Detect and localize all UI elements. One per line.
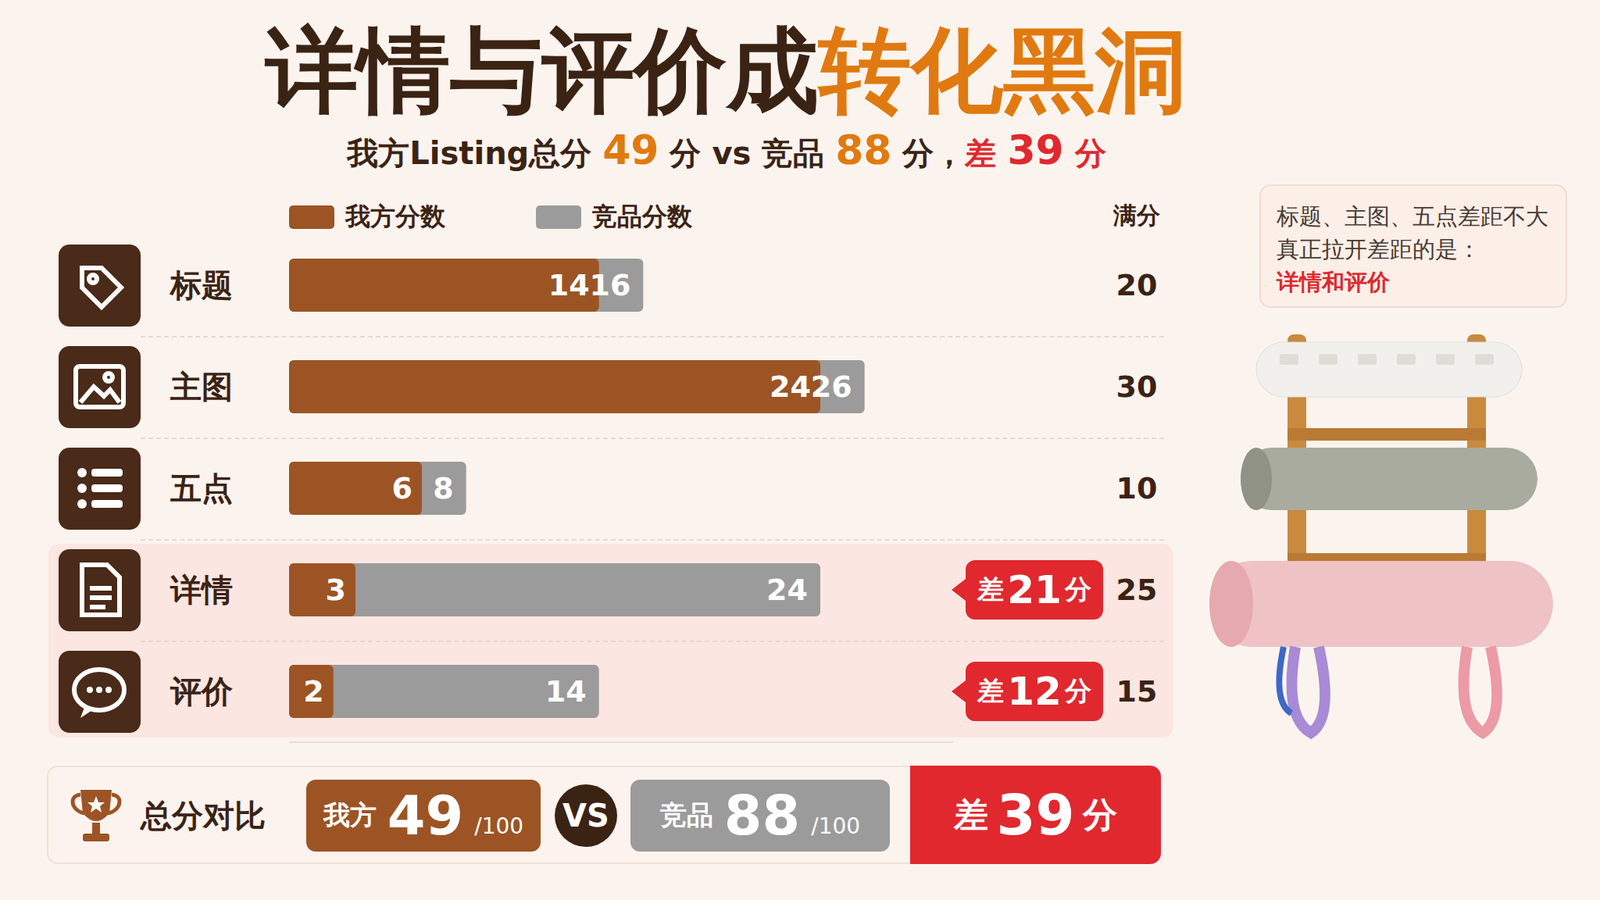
html-text:竞品分数: 竞品分数: [592, 201, 693, 232]
html-text:满分: 满分: [1113, 201, 1161, 229]
html-text:详情和评价: 详情和评价: [1276, 268, 1390, 296]
svg-text:主图: 主图: [169, 368, 233, 405]
html-text:差12分: 差12分: [977, 668, 1092, 715]
html-text:20: 20: [1116, 267, 1158, 303]
svg-text:五点: 五点: [169, 470, 233, 507]
svg-text:6: 6: [392, 471, 413, 506]
html-text:标题、主图、五点差距不大: 标题、主图、五点差距不大: [1276, 203, 1549, 230]
html-text:竞品: 竞品: [660, 799, 714, 831]
svg-text:24: 24: [766, 572, 808, 608]
html-text:我方分数: 我方分数: [345, 201, 446, 232]
svg-text:2: 2: [303, 674, 324, 709]
svg-text:标题: 标题: [168, 267, 233, 304]
svg-text:24: 24: [769, 369, 811, 404]
html-text:详情与评价成转化黑洞: 详情与评价成转化黑洞: [265, 16, 1188, 125]
html-text:25: 25: [1116, 572, 1158, 608]
svg-text:评价: 评价: [169, 673, 234, 710]
svg-text:详情: 详情: [169, 571, 233, 608]
html-text:30: 30: [1116, 369, 1158, 404]
svg-text:26: 26: [810, 369, 853, 404]
html-text:我方: 我方: [323, 799, 377, 831]
html-text:49: 49: [387, 783, 464, 848]
html-text:总分对比: 总分对比: [140, 797, 266, 834]
svg-text:14: 14: [548, 267, 590, 303]
html-text:15: 15: [1116, 674, 1158, 709]
html-text:/100: /100: [811, 813, 861, 840]
svg-text:14: 14: [545, 674, 587, 709]
html-text:88: 88: [724, 783, 801, 848]
html-text:真正拉开差距的是：: 真正拉开差距的是：: [1276, 235, 1481, 263]
html-text:差39分: 差39分: [954, 782, 1117, 848]
svg-text:16: 16: [589, 267, 631, 303]
html-text:VS: VS: [562, 797, 610, 834]
svg-text:8: 8: [432, 471, 454, 506]
html-text:我方Listing总分49分 vs 竞品88分，差39分: 我方Listing总分49分 vs 竞品88分，差39分: [347, 126, 1107, 174]
html-text:差21分: 差21分: [977, 567, 1092, 613]
svg-text:3: 3: [325, 572, 347, 608]
html-text:10: 10: [1116, 471, 1158, 506]
html-text:/100: /100: [474, 813, 524, 840]
